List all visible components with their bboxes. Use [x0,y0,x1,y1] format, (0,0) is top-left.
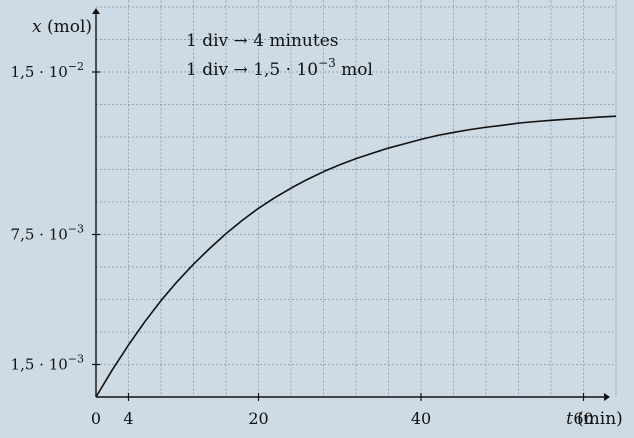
axes [92,8,610,401]
y-tick-label: 1,5 · 10−2 [11,60,84,81]
x-axis-unit: (min) [577,409,623,429]
x-tick-label: 60 [573,409,593,428]
x-axis-arrow [604,393,610,401]
y-axis-arrow [92,8,100,14]
y-tick-label: 7,5 · 10−3 [11,223,84,244]
grid [96,0,617,397]
y-tick-label: 1,5 · 10−3 [11,353,84,374]
y-axis-label: x (mol) [32,17,92,37]
x-tick-label: 40 [411,409,431,428]
annotation-mol-scale: 1 div → 1,5 · 10−3 mol [186,56,373,80]
curve-line [95,115,617,398]
x-tick-label: 20 [248,409,268,428]
x-tick-label: 4 [123,409,133,428]
series-layer [95,115,617,398]
ticks: 0 4 20 40 60 1,5 · 10−3 7,5 · 10−3 1,5 · 10−2 [11,60,594,428]
annotation-time-scale: 1 div → 4 minutes [186,31,339,51]
labels: x (mol) t (min) 1 div → 4 minutes 1 div → 1,… [32,17,623,429]
x-tick-label: 0 [91,409,101,428]
x-axis-label: t [566,409,573,429]
